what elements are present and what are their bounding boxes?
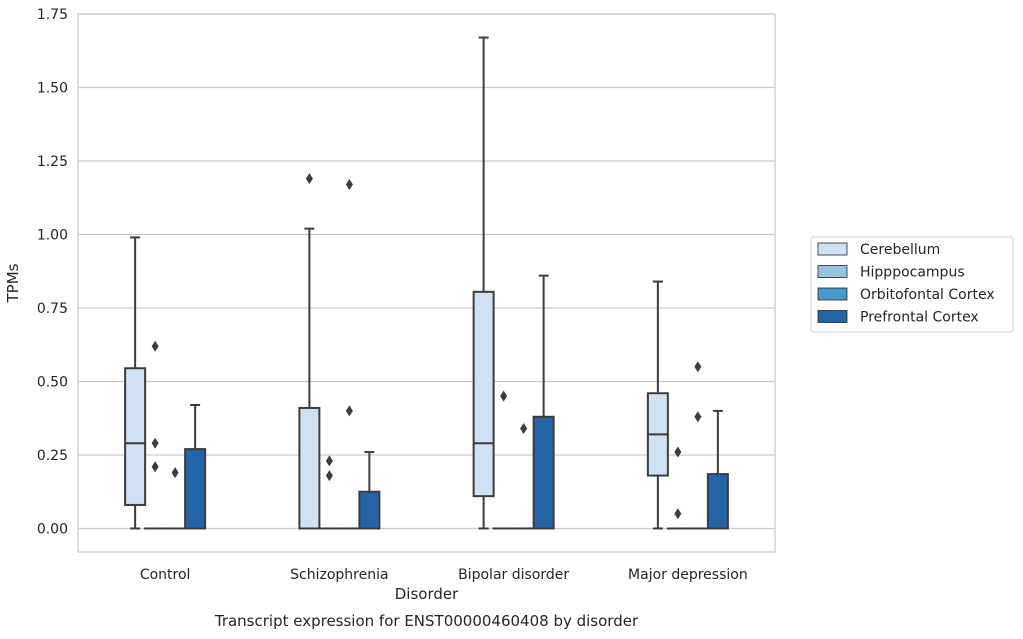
outlier-point bbox=[325, 455, 333, 467]
box-hipppocampus bbox=[666, 446, 689, 530]
box-prefrontal-cortex bbox=[184, 404, 207, 530]
box-prefrontal-cortex bbox=[532, 274, 555, 530]
x-tick-label: Control bbox=[140, 567, 191, 583]
x-tick-label: Bipolar disorder bbox=[458, 567, 569, 583]
legend-label: Hipppocampus bbox=[860, 265, 965, 281]
y-tick-label: 1.25 bbox=[37, 154, 68, 170]
box-prefrontal-cortex bbox=[706, 409, 729, 530]
legend-swatch bbox=[817, 265, 848, 278]
box-body bbox=[472, 290, 495, 498]
outlier-point bbox=[151, 461, 159, 473]
x-tick-label: Major depression bbox=[628, 567, 748, 583]
y-axis-title: TPMs bbox=[4, 263, 22, 303]
box-hipppocampus bbox=[492, 390, 515, 530]
box-body bbox=[358, 490, 381, 530]
y-tick-label: 0.50 bbox=[37, 374, 68, 390]
box-orbitofontal-cortex bbox=[338, 179, 361, 530]
legend-swatch bbox=[817, 287, 848, 301]
y-tick-labels: 0.00 0.25 0.50 0.75 1.00 1.25 1.50 1.75 bbox=[37, 7, 68, 537]
y-tick-label: 1.75 bbox=[37, 7, 68, 23]
box-hipppocampus bbox=[144, 340, 167, 530]
legend-swatch bbox=[817, 242, 848, 256]
legend-swatch bbox=[817, 310, 848, 323]
box-body bbox=[532, 415, 555, 530]
outlier-point bbox=[151, 437, 159, 449]
box-body bbox=[298, 406, 321, 530]
outlier-point bbox=[305, 173, 313, 185]
box-body bbox=[184, 448, 207, 530]
chart-caption: Transcript expression for ENST0000046040… bbox=[214, 612, 639, 630]
y-tick-label: 0.75 bbox=[37, 301, 68, 317]
box-cerebellum bbox=[646, 280, 669, 530]
box-body bbox=[706, 473, 729, 530]
legend-frame bbox=[810, 236, 1014, 333]
outlier-point bbox=[674, 446, 682, 458]
legend: Cerebellum Hipppocampus Orbitofontal Corte… bbox=[810, 236, 1014, 333]
outlier-point bbox=[171, 467, 179, 479]
y-tick-label: 1.50 bbox=[37, 80, 68, 96]
outlier-point bbox=[520, 423, 528, 435]
x-tick-labels: Control Schizophrenia Bipolar disorder Majo… bbox=[140, 567, 748, 583]
legend-label: Prefrontal Cortex bbox=[860, 310, 979, 326]
outlier-point bbox=[500, 390, 508, 402]
outlier-point bbox=[151, 340, 159, 352]
box-cerebellum bbox=[472, 36, 495, 530]
legend-label: Cerebellum bbox=[860, 242, 940, 258]
outlier-point bbox=[694, 361, 702, 373]
box-cerebellum bbox=[298, 173, 321, 530]
y-tick-label: 0.00 bbox=[37, 521, 68, 537]
box-prefrontal-cortex bbox=[358, 451, 381, 530]
legend-label: Orbitofontal Cortex bbox=[860, 287, 995, 303]
y-tick-label: 0.25 bbox=[37, 448, 68, 464]
y-tick-label: 1.00 bbox=[37, 227, 68, 243]
outlier-point bbox=[694, 411, 702, 423]
x-tick-label: Schizophrenia bbox=[290, 567, 388, 583]
outlier-point bbox=[345, 405, 353, 417]
outlier-point bbox=[674, 508, 682, 520]
box-orbitofontal-cortex bbox=[512, 423, 535, 530]
x-axis-title: Disorder bbox=[395, 585, 459, 603]
box-plots bbox=[124, 36, 729, 530]
outlier-point bbox=[325, 470, 333, 482]
box-body bbox=[124, 367, 147, 506]
plot-area bbox=[77, 13, 776, 553]
outlier-point bbox=[345, 179, 353, 191]
box-cerebellum bbox=[124, 236, 147, 530]
